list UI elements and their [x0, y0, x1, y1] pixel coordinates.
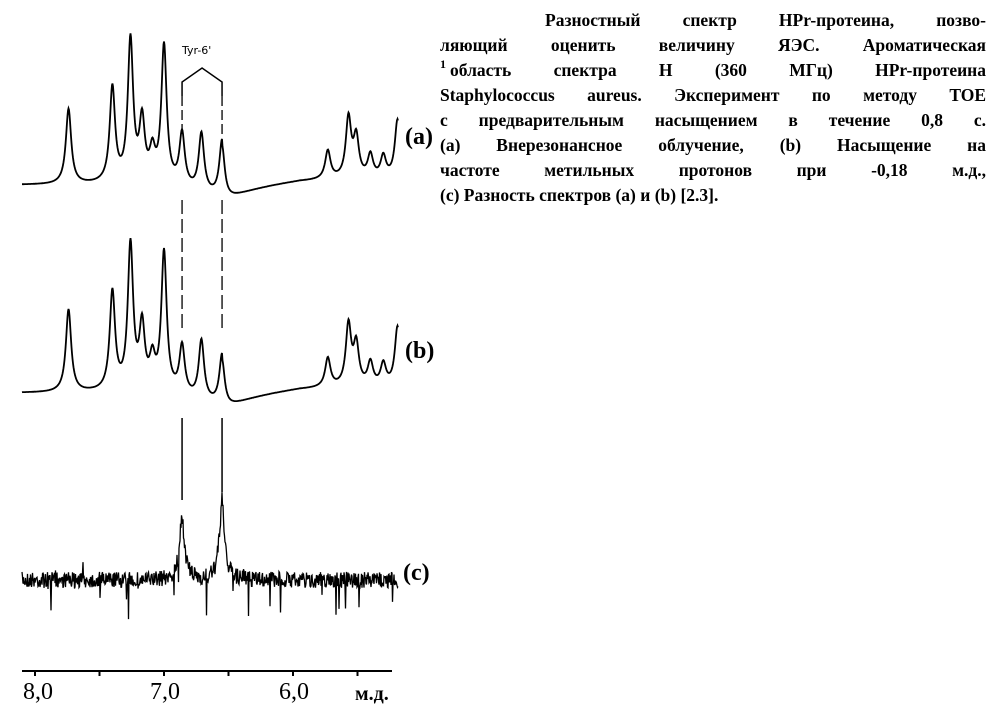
- tyr-annotation: Tyr-6': [182, 44, 212, 57]
- caption-line: Staphylococcus aureus. Эксперимент по ме…: [440, 85, 986, 105]
- caption-line: (c) Разность спектров (a) и (b) [2.3].: [440, 185, 719, 205]
- caption-line: частоте метильных протонов при -0,18 м.д…: [440, 160, 986, 180]
- caption-line: с предварительным насыщением в течение 0…: [440, 110, 986, 130]
- spectrum-label-c: (c): [403, 560, 430, 586]
- spectrum-label-b: (b): [405, 338, 435, 364]
- tick-label-8: 8,0: [23, 679, 53, 705]
- spectrum-trace-a: [22, 33, 399, 194]
- tyr-bracket: [181, 67, 223, 96]
- spectrum-trace-b: [21, 237, 399, 402]
- caption-line: Разностный спектр HPr-протеина, позво-: [545, 10, 986, 30]
- figure-caption: Разностный спектр HPr-протеина, позво- л…: [440, 8, 986, 208]
- caption-row-with-superscript: 1 область спектра H (360 МГц) HPr-протеи…: [440, 58, 986, 83]
- caption-line: ляющий оценить величину ЯЭС. Ароматическ…: [440, 35, 986, 55]
- tick-label-7: 7,0: [150, 679, 180, 705]
- spectrum-label-a: (a): [405, 124, 433, 150]
- caption-line: область спектра H (360 МГц) HPr-протеина: [450, 60, 986, 80]
- spectrum-trace-c: [21, 492, 399, 620]
- caption-line: (a) Внерезонансное облучение, (b) Насыще…: [440, 135, 986, 155]
- caption-superscript: 1: [440, 57, 446, 71]
- tick-label-6: 6,0: [279, 679, 309, 705]
- axis-unit: м.д.: [355, 683, 389, 705]
